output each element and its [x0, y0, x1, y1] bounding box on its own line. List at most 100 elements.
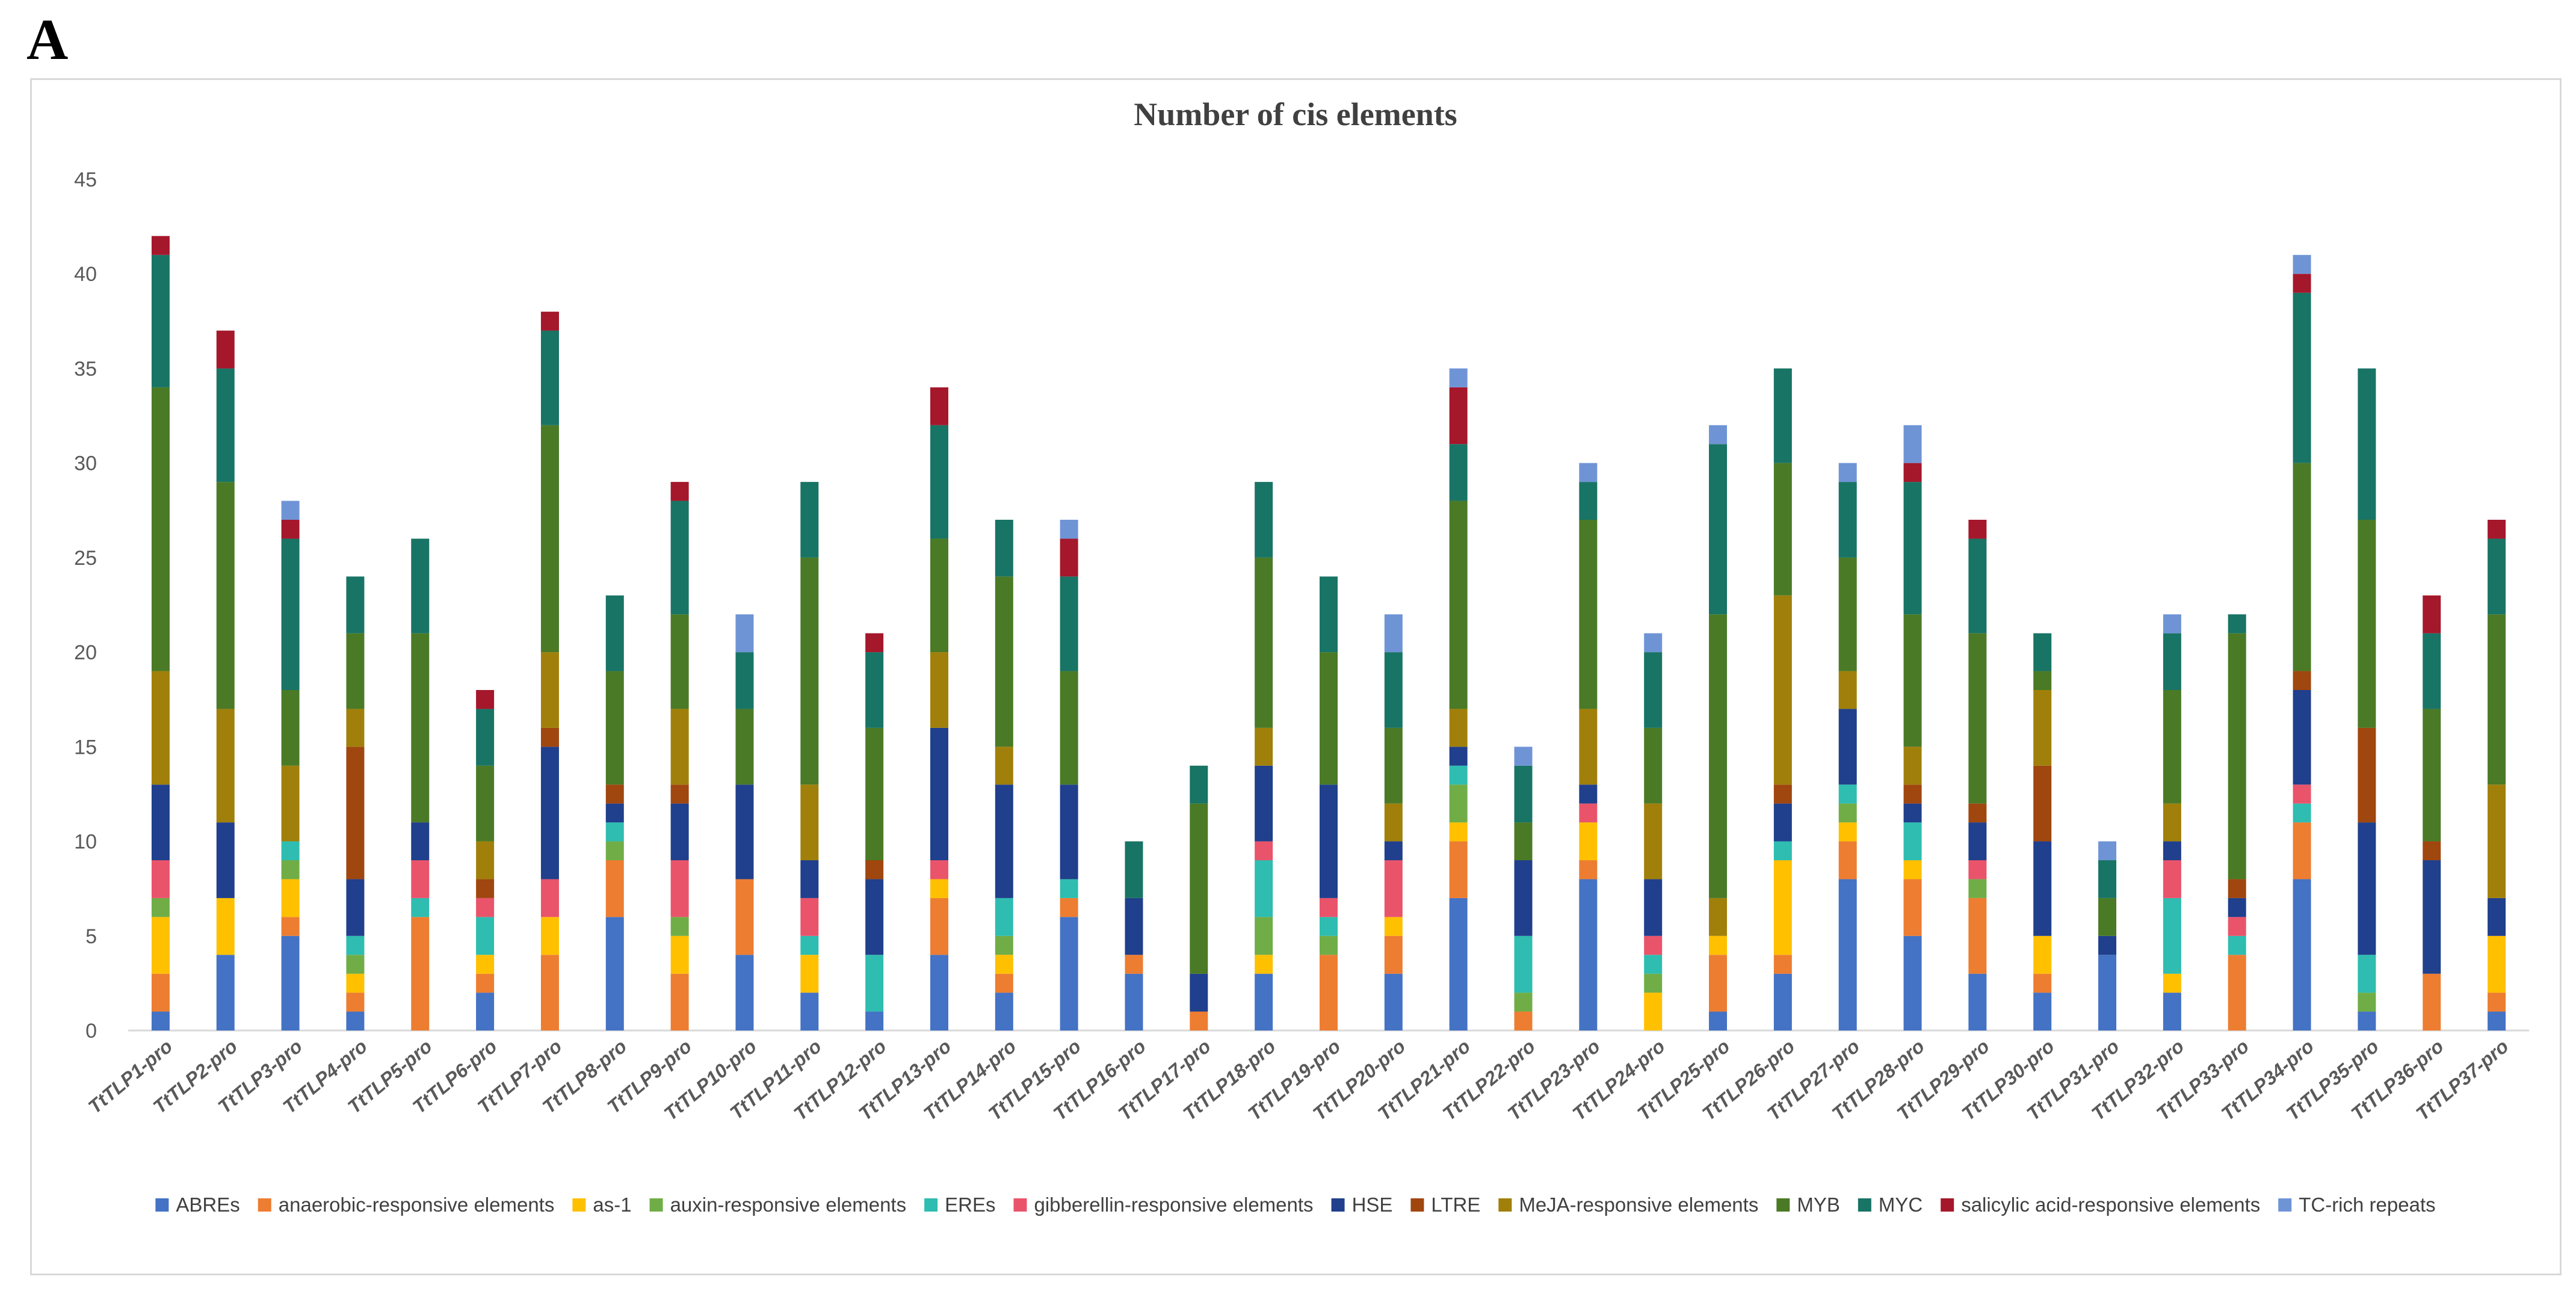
bar-segment [2033, 765, 2052, 842]
y-tick-label: 5 [85, 925, 97, 948]
bar-segment [1255, 727, 1273, 766]
bar-stack-TtTLP7-pro [540, 312, 559, 1031]
bar-stack-TtTLP29-pro [1968, 520, 1987, 1031]
bar-stack-TtTLP27-pro [1838, 463, 1857, 1031]
bar-segment [1320, 917, 1338, 936]
bar-segment [1709, 425, 1728, 445]
bar-segment [476, 879, 495, 898]
bar-segment [2488, 538, 2506, 615]
bar-segment [930, 898, 948, 955]
bar-segment [281, 879, 300, 917]
bar-segment [1449, 822, 1468, 842]
bar-segment [1903, 879, 1922, 936]
legend-item: salicylic acid-responsive elements [1941, 1194, 2260, 1216]
bar-segment [2423, 595, 2441, 633]
legend-item: anaerobic-responsive elements [258, 1194, 554, 1216]
legend-label: MYB [1797, 1194, 1840, 1216]
legend-label: LTRE [1431, 1194, 1480, 1216]
bar-segment [1579, 482, 1598, 520]
bar-segment [151, 254, 170, 387]
bar-segment [1514, 993, 1533, 1012]
bar-segment [281, 520, 300, 539]
bar-segment [2358, 822, 2376, 955]
bar-segment [1060, 538, 1078, 577]
bar-segment [930, 879, 948, 898]
bar-segment [2488, 1011, 2506, 1031]
bar-segment [2228, 917, 2246, 936]
bar-stack-TtTLP22-pro [1514, 747, 1533, 1031]
bar-segment [1709, 955, 1728, 1012]
legend-label: auxin-responsive elements [670, 1194, 907, 1216]
bar-segment [1060, 917, 1078, 1031]
bar-stack-TtTLP2-pro [216, 330, 235, 1031]
bar-segment [476, 955, 495, 974]
legend-swatch [924, 1198, 938, 1212]
bar-segment [800, 860, 819, 898]
bar-segment [1838, 822, 1857, 842]
bar-segment [1320, 784, 1338, 898]
bar-stack-TtTLP17-pro [1190, 765, 1208, 1031]
bar-segment [1384, 614, 1403, 653]
bar-segment [1125, 973, 1143, 1031]
panel-label: A [26, 7, 69, 72]
bar-stack-TtTLP37-pro [2488, 520, 2506, 1031]
bar-segment [1384, 917, 1403, 936]
bar-segment [2163, 690, 2181, 804]
bar-segment [1773, 955, 1792, 974]
bar-segment [2488, 935, 2506, 993]
bar-segment [540, 747, 559, 880]
bar-segment [2358, 955, 2376, 993]
bar-stack-TtTLP4-pro [346, 576, 365, 1031]
bar-segment [800, 993, 819, 1031]
bar-segment [2358, 727, 2376, 823]
bar-segment [411, 538, 430, 633]
bar-segment [865, 652, 884, 728]
bar-segment [670, 935, 689, 974]
bar-segment [216, 330, 235, 369]
bar-segment [1125, 841, 1143, 898]
bar-segment [540, 652, 559, 728]
bar-segment [1255, 557, 1273, 728]
bar-segment [1709, 614, 1728, 898]
bar-segment [281, 935, 300, 1031]
bar-segment [735, 955, 754, 1031]
bar-segment [2293, 274, 2311, 293]
bar-segment [605, 841, 624, 860]
legend-item: auxin-responsive elements [649, 1194, 907, 1216]
bar-segment [1060, 898, 1078, 917]
bar-segment [540, 879, 559, 917]
y-tick-label: 15 [74, 736, 97, 759]
bar-segment [1579, 860, 1598, 880]
legend-swatch [1331, 1198, 1345, 1212]
legend-item: MYC [1858, 1194, 1923, 1216]
bar-stack-TtTLP10-pro [735, 614, 754, 1031]
bar-segment [1968, 973, 1987, 1031]
legend-item: HSE [1331, 1194, 1392, 1216]
bar-segment [476, 917, 495, 955]
bar-segment [2033, 633, 2052, 671]
bar-segment [865, 633, 884, 653]
bar-segment [930, 955, 948, 1031]
bar-segment [1773, 803, 1792, 842]
bar-segment [1968, 538, 1987, 633]
bar-segment [995, 576, 1013, 747]
y-tick-label: 0 [85, 1020, 97, 1043]
legend-swatch [258, 1198, 271, 1212]
chart-title: Number of cis elements [1134, 96, 1457, 132]
bar-segment [800, 935, 819, 955]
bar-segment [1968, 633, 1987, 804]
legend-label: salicylic acid-responsive elements [1961, 1194, 2260, 1216]
bar-segment [1449, 387, 1468, 445]
bar-segment [1449, 841, 1468, 898]
legend-label: gibberellin-responsive elements [1034, 1194, 1313, 1216]
legend-swatch [572, 1198, 586, 1212]
bar-segment [540, 917, 559, 955]
bar-segment [995, 973, 1013, 993]
bar-segment [1449, 898, 1468, 1031]
bar-stack-TtTLP34-pro [2293, 254, 2311, 1031]
bar-segment [281, 860, 300, 880]
bar-segment [216, 368, 235, 482]
bar-segment [1903, 860, 1922, 880]
bar-segment [2228, 879, 2246, 898]
bar-segment [1320, 955, 1338, 1031]
